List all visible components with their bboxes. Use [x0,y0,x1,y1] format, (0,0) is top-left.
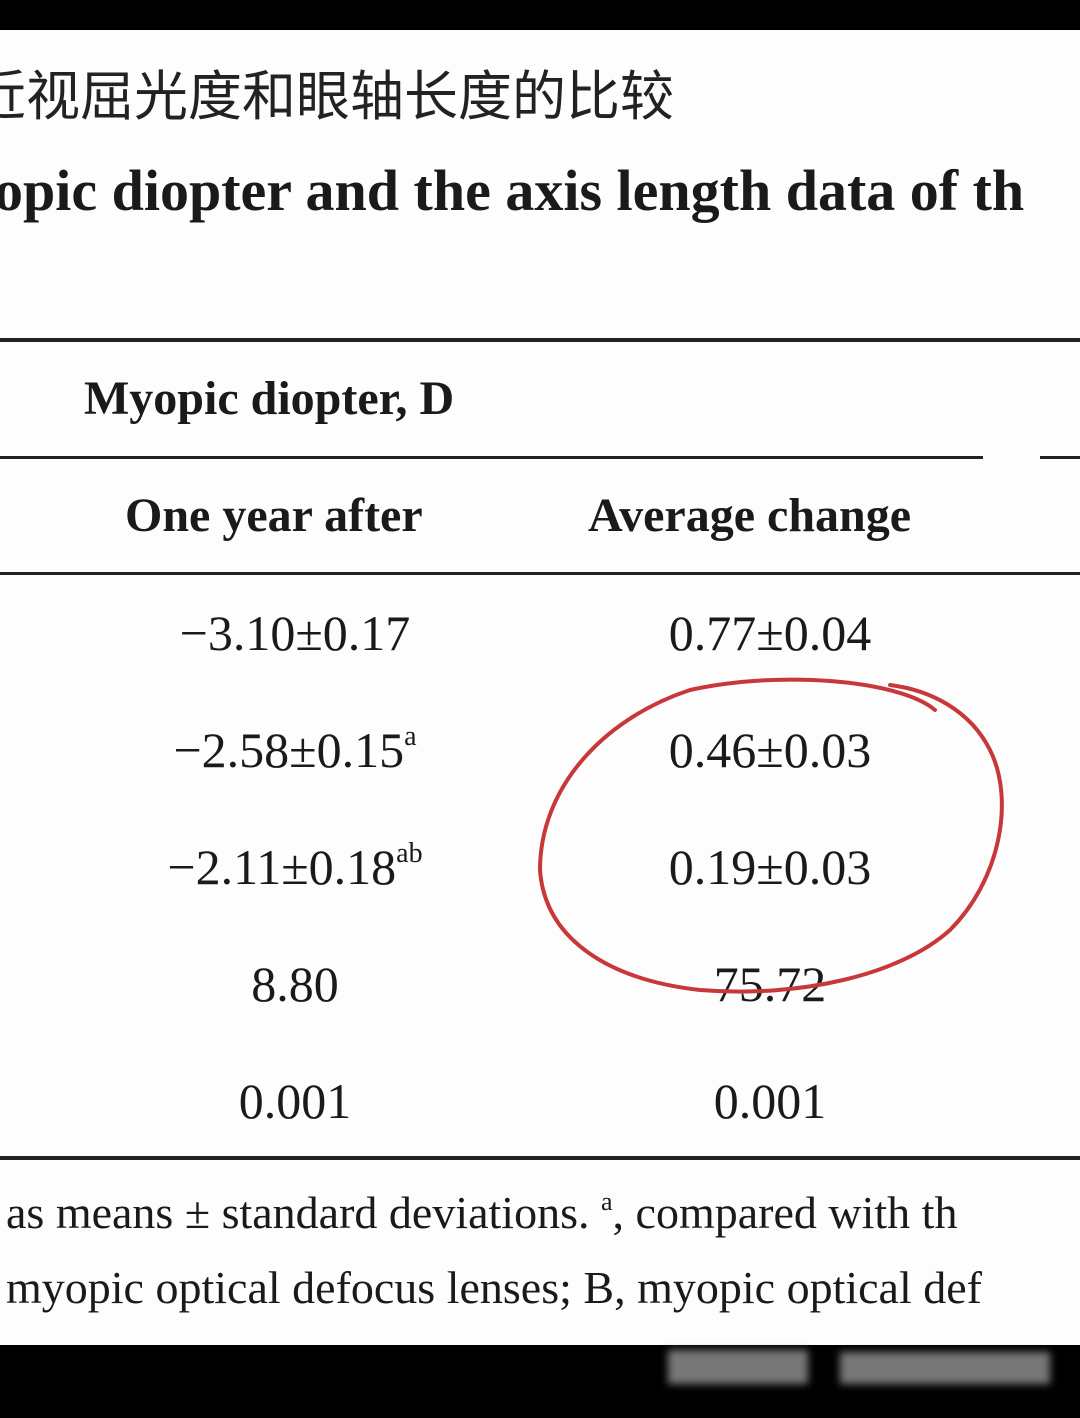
table-cell: −2.11±0.18ab [95,839,495,895]
blurred-watermark [840,1352,1050,1384]
cell-value: −2.58±0.15 [173,722,405,778]
cell-value: 0.77±0.04 [668,605,872,661]
red-circle-annotation [537,677,1004,994]
title-english: opic diopter and the axis length data of… [0,158,1025,223]
cell-value: 0.19±0.03 [668,839,872,895]
cell-value: 0.46±0.03 [668,722,872,778]
column-header: Average change [588,489,912,542]
cell-value: 8.80 [251,956,339,1012]
cell-value: −3.10±0.17 [179,605,411,661]
footnote-text: , compared with th [612,1187,958,1238]
footnote-line: myopic optical defocus lenses; B, myopic… [6,1262,982,1313]
table-bottom-rule [0,1156,1080,1160]
table-cell: 0.19±0.03 [570,842,970,892]
blurred-watermark [668,1350,808,1384]
footnote-sup: a [601,1187,613,1216]
cell-value: 75.72 [713,956,827,1012]
table-cell: −2.58±0.15a [95,722,495,778]
cell-value: 0.001 [713,1073,827,1129]
annotation-layer [537,677,1004,994]
table-cell: 8.80 [95,959,495,1009]
cell-superscript: a [404,721,417,752]
table-cell: 0.46±0.03 [570,725,970,775]
column-header: One year after [125,489,423,542]
table-cell: 0.001 [95,1076,495,1126]
title-chinese: 近视屈光度和眼轴长度的比较 [0,65,674,128]
table-cell: 0.001 [570,1076,970,1126]
cell-value: 0.001 [238,1073,352,1129]
cell-value: −2.11±0.18 [167,839,397,895]
group-rule [1040,456,1080,459]
group-rule [0,456,983,459]
group-header: Myopic diopter, D [84,372,455,425]
table-cell: 75.72 [570,959,970,1009]
table-cell: 0.77±0.04 [570,608,970,658]
cell-superscript: ab [396,838,423,869]
header-rule [0,572,1080,575]
table-top-rule [0,338,1080,342]
document-page: 近视屈光度和眼轴长度的比较 opic diopter and the axis … [0,30,1080,1345]
footnote-text: as means ± standard deviations. [6,1187,601,1238]
table-cell: −3.10±0.17 [95,608,495,658]
footnote-line: as means ± standard deviations. a, compa… [6,1187,958,1238]
